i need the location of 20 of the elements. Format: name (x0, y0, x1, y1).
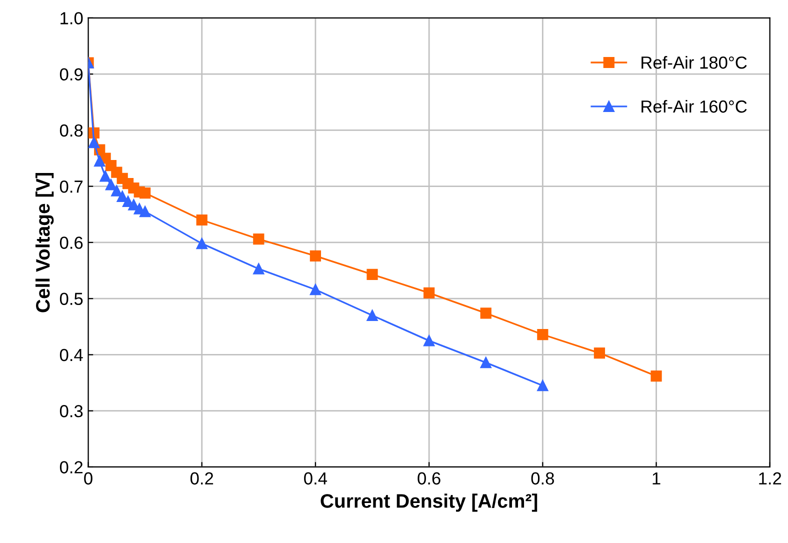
y-tick-label: 0.2 (60, 461, 83, 474)
x-tick-label: 0.2 (190, 472, 214, 485)
y-tick-label: 0.6 (60, 236, 83, 249)
x-tick-label: 1 (652, 472, 660, 484)
x-tick-label: 0.8 (531, 472, 554, 485)
y-tick-label: 0.3 (60, 405, 83, 418)
y-tick-label: 0.5 (60, 292, 83, 306)
y-tick-label: 0.8 (60, 124, 83, 137)
y-tick-label: 0.4 (60, 348, 83, 362)
y-tick-label: 0.7 (60, 180, 83, 193)
y-axis-title: Cell Voltage [V] (35, 172, 54, 312)
y-tick-label: 1.0 (60, 12, 83, 24)
legend-label: Ref-Air 160°C (642, 100, 747, 113)
x-tick-label: 0 (84, 472, 92, 485)
x-tick-label: 0.6 (418, 472, 440, 485)
x-axis-title: Current Density [A/cm²] (320, 494, 538, 512)
x-tick-label: 0.4 (304, 472, 328, 485)
legend-label: Ref-Air 180°C (642, 56, 747, 69)
x-tick-label: 1.2 (759, 472, 782, 484)
y-tick-label: 0.9 (60, 68, 83, 81)
